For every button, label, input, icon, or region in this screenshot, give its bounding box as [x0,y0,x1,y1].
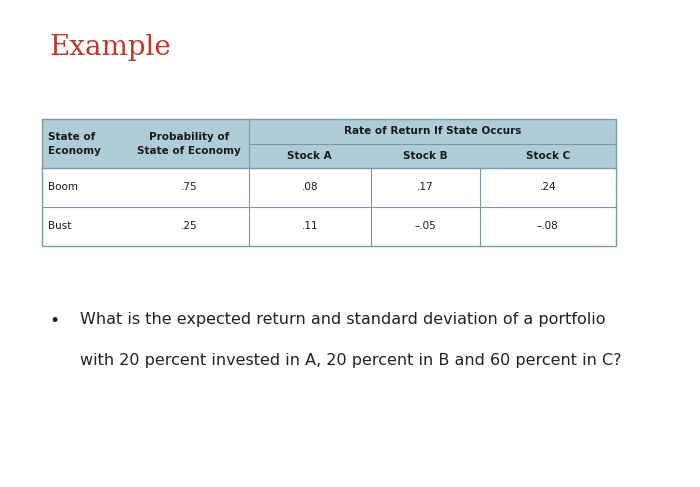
Text: Boom: Boom [48,183,78,192]
Text: Stock A: Stock A [288,151,332,161]
Text: .08: .08 [302,183,318,192]
Text: .11: .11 [302,222,318,231]
Text: State of
Economy: State of Economy [48,131,101,156]
Text: Example: Example [49,34,171,61]
Text: with 20 percent invested in A, 20 percent in B and 60 percent in C?: with 20 percent invested in A, 20 percen… [80,353,622,368]
FancyBboxPatch shape [42,168,616,246]
Text: .25: .25 [181,222,197,231]
Text: –.05: –.05 [414,222,436,231]
Text: Rate of Return If State Occurs: Rate of Return If State Occurs [344,127,521,136]
Text: •: • [49,312,60,330]
Text: .75: .75 [181,183,197,192]
Text: Probability of
State of Economy: Probability of State of Economy [137,131,241,156]
Text: .17: .17 [417,183,433,192]
Text: –.08: –.08 [537,222,559,231]
Text: Bust: Bust [48,222,71,231]
Text: .24: .24 [540,183,556,192]
Text: Stock C: Stock C [526,151,570,161]
FancyBboxPatch shape [42,119,616,168]
Text: What is the expected return and standard deviation of a portfolio: What is the expected return and standard… [80,312,606,327]
Text: Stock B: Stock B [403,151,447,161]
